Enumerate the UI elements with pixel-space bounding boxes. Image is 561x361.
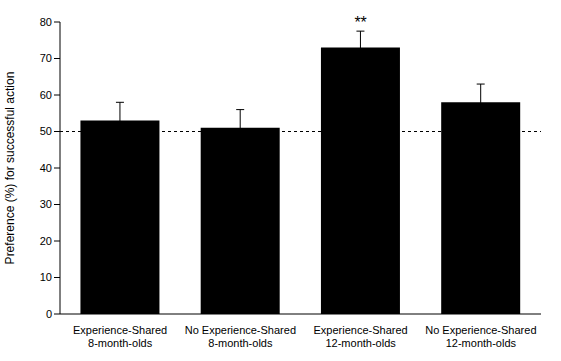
svg-text:10: 10 bbox=[40, 271, 52, 283]
svg-text:No Experience-Shared8-month-ol: No Experience-Shared8-month-olds bbox=[185, 324, 296, 349]
svg-text:80: 80 bbox=[40, 16, 52, 28]
svg-text:60: 60 bbox=[40, 89, 52, 101]
svg-text:70: 70 bbox=[40, 52, 52, 64]
svg-text:40: 40 bbox=[40, 162, 52, 174]
svg-text:50: 50 bbox=[40, 125, 52, 137]
svg-text:30: 30 bbox=[40, 198, 52, 210]
svg-text:Preference (%) for successful: Preference (%) for successful action bbox=[3, 72, 17, 265]
svg-text:**: ** bbox=[354, 14, 366, 31]
svg-text:Experience-Shared8-month-olds: Experience-Shared8-month-olds bbox=[73, 324, 167, 349]
svg-text:0: 0 bbox=[46, 308, 52, 320]
svg-text:No Experience-Shared12-month-o: No Experience-Shared12-month-olds bbox=[425, 324, 536, 349]
svg-text:Experience-Shared12-month-olds: Experience-Shared12-month-olds bbox=[314, 324, 408, 349]
svg-text:20: 20 bbox=[40, 235, 52, 247]
